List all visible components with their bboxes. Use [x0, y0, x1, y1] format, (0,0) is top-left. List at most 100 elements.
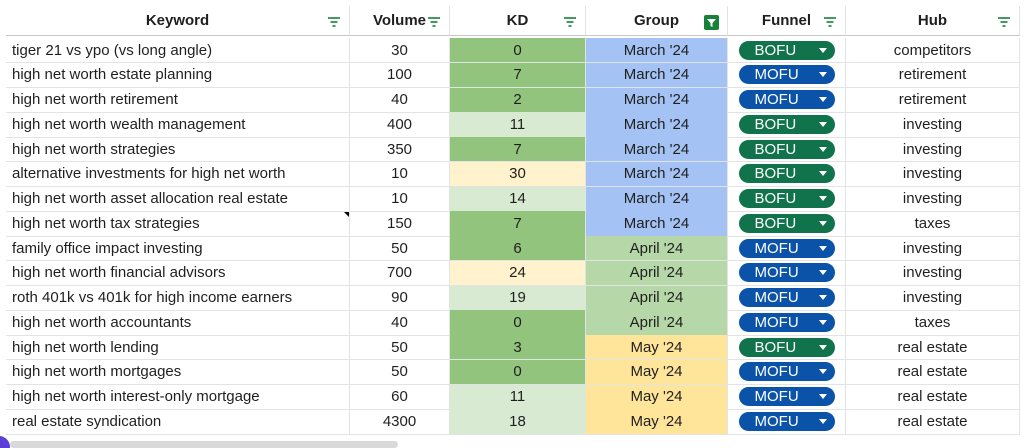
filter-active-icon[interactable] — [704, 15, 719, 30]
filter-button[interactable] — [427, 15, 441, 32]
group-cell: March '24 — [586, 137, 728, 163]
dropdown-arrow — [818, 72, 827, 78]
hub-cell: retirement — [846, 87, 1020, 113]
funnel-chip[interactable]: BOFU — [738, 139, 835, 159]
avatar-bubble[interactable] — [0, 436, 10, 448]
funnel-chip[interactable]: BOFU — [738, 164, 835, 184]
group-text: May '24 — [630, 388, 683, 406]
kd-text: 6 — [513, 239, 522, 257]
funnel-label: BOFU — [754, 115, 797, 133]
volume-cell: 400 — [350, 112, 450, 138]
keyword-cell: family office impact investing — [6, 236, 350, 262]
funnel-chip[interactable]: BOFU — [738, 337, 835, 357]
group-text: March '24 — [623, 214, 690, 232]
keyword-cell: tiger 21 vs ypo (vs long angle) — [6, 38, 350, 64]
keyword-text: high net worth interest-only mortgage — [12, 388, 260, 406]
keyword-cell: alternative investments for high net wor… — [6, 161, 350, 187]
hub-text: investing — [902, 289, 963, 307]
kd-text: 7 — [513, 66, 522, 84]
keyword-cell: real estate syndication — [6, 409, 350, 435]
keyword-cell: high net worth estate planning — [6, 62, 350, 88]
funnel-chip[interactable]: MOFU — [738, 288, 835, 308]
filter-button[interactable] — [327, 15, 341, 32]
header-cell: Funnel — [728, 6, 846, 36]
kd-text: 0 — [513, 313, 522, 331]
keyword-text: high net worth tax strategies — [12, 214, 200, 232]
funnel-label: BOFU — [754, 338, 797, 356]
funnel-label: MOFU — [754, 388, 799, 406]
volume-cell: 40 — [350, 310, 450, 336]
header-label: Group — [634, 12, 679, 29]
volume-text: 90 — [391, 289, 408, 307]
filter-button[interactable] — [997, 15, 1011, 32]
filter-button[interactable] — [563, 15, 577, 32]
funnel-chip[interactable]: BOFU — [738, 213, 835, 233]
horizontal-scrollbar[interactable] — [10, 441, 398, 448]
funnel-label: BOFU — [754, 165, 797, 183]
keyword-cell: high net worth lending — [6, 335, 350, 361]
filter-button[interactable] — [704, 15, 719, 34]
hub-text: retirement — [898, 91, 967, 109]
header-label: Keyword — [145, 12, 210, 29]
group-cell: March '24 — [586, 211, 728, 237]
kd-text: 0 — [513, 363, 522, 381]
header-label: Volume — [372, 12, 427, 29]
funnel-chip[interactable]: MOFU — [738, 238, 835, 258]
group-cell: April '24 — [586, 260, 728, 286]
hub-cell: real estate — [846, 384, 1020, 410]
volume-text: 4300 — [382, 412, 417, 430]
group-cell: March '24 — [586, 62, 728, 88]
hub-cell: investing — [846, 137, 1020, 163]
group-text: May '24 — [630, 412, 683, 430]
kd-text: 24 — [509, 264, 526, 282]
filter-icon[interactable] — [327, 16, 341, 28]
keyword-cell: roth 401k vs 401k for high income earner… — [6, 285, 350, 311]
funnel-chip[interactable]: MOFU — [738, 411, 835, 431]
volume-cell: 10 — [350, 161, 450, 187]
kd-cell: 7 — [450, 211, 586, 237]
hub-cell: real estate — [846, 335, 1020, 361]
group-text: May '24 — [630, 363, 683, 381]
keyword-text: high net worth strategies — [12, 140, 176, 158]
volume-cell: 700 — [350, 260, 450, 286]
funnel-cell: MOFU — [728, 62, 846, 88]
keyword-cell: high net worth strategies — [6, 137, 350, 163]
hub-text: real estate — [897, 363, 968, 381]
funnel-chip[interactable]: MOFU — [738, 65, 835, 85]
funnel-label: MOFU — [754, 363, 799, 381]
hub-cell: investing — [846, 285, 1020, 311]
filter-icon[interactable] — [823, 16, 837, 28]
keyword-text: high net worth estate planning — [12, 66, 213, 84]
kd-text: 18 — [509, 412, 526, 430]
keyword-text: real estate syndication — [12, 412, 162, 430]
funnel-chip[interactable]: BOFU — [738, 114, 835, 134]
volume-text: 10 — [391, 190, 408, 208]
hub-text: investing — [902, 264, 963, 282]
filter-icon[interactable] — [563, 16, 577, 28]
funnel-label: BOFU — [754, 140, 797, 158]
funnel-cell: BOFU — [728, 335, 846, 361]
filter-icon[interactable] — [427, 16, 441, 28]
funnel-chip[interactable]: MOFU — [738, 90, 835, 110]
filter-button[interactable] — [823, 15, 837, 32]
kd-cell: 24 — [450, 260, 586, 286]
keyword-text: tiger 21 vs ypo (vs long angle) — [12, 41, 213, 59]
volume-text: 60 — [391, 388, 408, 406]
dropdown-arrow — [818, 121, 827, 127]
group-cell: March '24 — [586, 38, 728, 64]
funnel-chip[interactable]: MOFU — [738, 312, 835, 332]
funnel-chip[interactable]: BOFU — [738, 40, 835, 60]
kd-cell: 0 — [450, 359, 586, 385]
funnel-label: BOFU — [754, 190, 797, 208]
funnel-chip[interactable]: MOFU — [738, 387, 835, 407]
volume-cell: 40 — [350, 87, 450, 113]
header-label: KD — [506, 12, 529, 29]
funnel-cell: BOFU — [728, 112, 846, 138]
group-cell: April '24 — [586, 310, 728, 336]
funnel-chip[interactable]: MOFU — [738, 263, 835, 283]
kd-text: 7 — [513, 214, 522, 232]
funnel-chip[interactable]: MOFU — [738, 362, 835, 382]
funnel-chip[interactable]: BOFU — [738, 189, 835, 209]
keyword-text: roth 401k vs 401k for high income earner… — [12, 289, 293, 307]
filter-icon[interactable] — [997, 16, 1011, 28]
